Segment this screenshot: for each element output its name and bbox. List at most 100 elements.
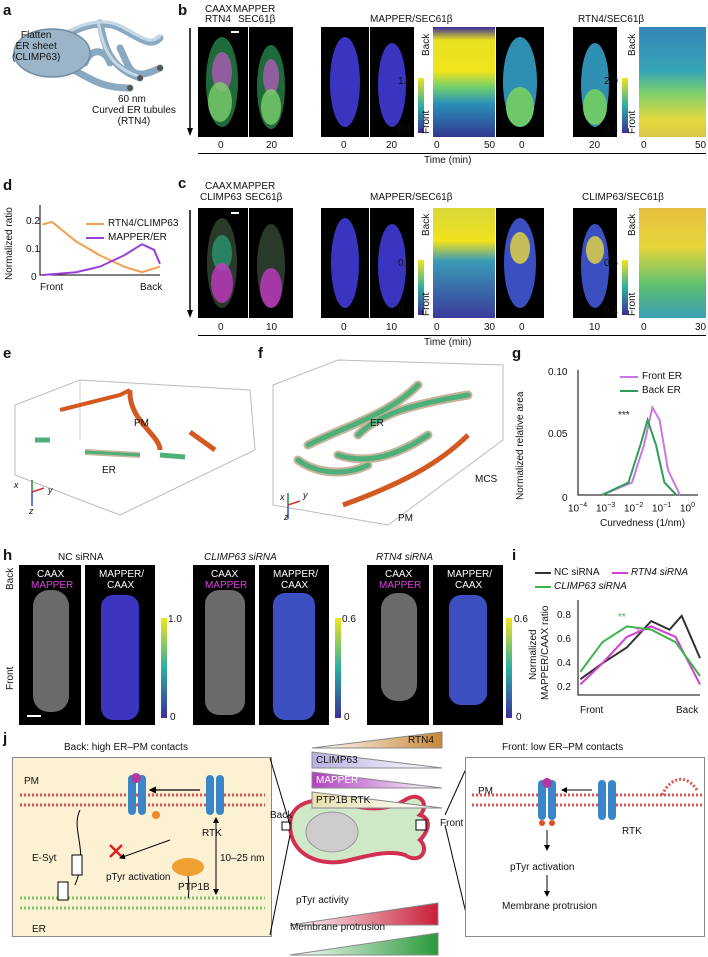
- b-t20: 20: [266, 140, 278, 151]
- d-legend-mapper: MAPPER/ER: [108, 232, 167, 243]
- j-back-pm: PM: [24, 776, 39, 787]
- d-legend-rtn4: RTN4/CLIMP63: [108, 218, 179, 229]
- b-time-axis-line: [198, 153, 706, 154]
- e-er-label: ER: [102, 465, 116, 476]
- b-t0-b: 0: [341, 140, 347, 151]
- j-front-membrane: [472, 777, 702, 897]
- i-ytick-04: 0.4: [557, 658, 571, 669]
- panel-label-d: d: [3, 177, 13, 194]
- h-cb-climp-min: 0: [344, 712, 350, 723]
- g-legend-front: Front ER: [642, 371, 683, 382]
- h-colorbar-rtn4: [506, 618, 512, 718]
- g-legend-back: Back ER: [642, 385, 681, 396]
- f-axis-y: y: [303, 490, 308, 500]
- i-legend-swatch-rtn4: [612, 572, 628, 574]
- c-cell-image-0: [198, 208, 248, 318]
- b-front-1: Front: [421, 110, 432, 134]
- b-ch-sec61: SEC61β: [238, 14, 276, 25]
- d-series-mapper-er: [42, 243, 161, 276]
- g-ytick-005: 0.05: [548, 429, 568, 440]
- j-ptp1b: PTP1B: [178, 882, 210, 893]
- b-back-1: Back: [421, 33, 432, 56]
- h-cond-nc: NC siRNA: [58, 552, 104, 563]
- b-mapper-ratio-0: [321, 27, 369, 137]
- b-k50: 50: [484, 140, 496, 151]
- g-ytick-010: 0.10: [548, 367, 568, 378]
- f-mcs-label: MCS: [475, 474, 498, 485]
- b-front-2: Front: [627, 110, 638, 134]
- h-climp-caax-label: CAAX: [211, 569, 239, 580]
- h-climp-ratio-image: MAPPER/ CAAX: [259, 565, 329, 725]
- e-axis-z: z: [29, 506, 34, 516]
- j-grad-mapper: MAPPER: [316, 775, 359, 786]
- c-front-1: Front: [421, 292, 432, 316]
- e-axis-y: y: [48, 485, 53, 495]
- h-cond-climp: CLIMP63 siRNA: [204, 552, 277, 563]
- panel-label-f: f: [258, 345, 263, 362]
- j-front-prot: Membrane protrusion: [502, 901, 598, 912]
- g-legend-swatch-back: [620, 390, 638, 392]
- c-ch-climp: CLIMP63: [200, 192, 242, 203]
- b-t20-c: 20: [589, 140, 601, 151]
- i-legend-swatch-nc: [535, 572, 551, 574]
- i-xtick-back: Back: [676, 705, 699, 716]
- c-climp-ratio-0: [496, 208, 544, 318]
- b-rtn4-ratio-0: [496, 27, 544, 137]
- h-colorbar-climp: [335, 618, 341, 718]
- panel-label-i: i: [512, 547, 517, 564]
- h-nc-mapper-label: MAPPER: [31, 580, 74, 591]
- g-legend-swatch-front: [620, 376, 638, 378]
- b-kymograph-rtn4: [639, 27, 706, 137]
- h-rtn4-mapper-label: MAPPER: [379, 580, 422, 591]
- j-front-rtk: RTK: [622, 826, 642, 837]
- b-k50-b: 50: [695, 140, 707, 151]
- c-kymograph-mapper: [433, 208, 495, 318]
- b-cell-image-20: [249, 27, 293, 137]
- panel-label-e: e: [3, 345, 12, 362]
- i-ytick-06: 0.6: [557, 634, 571, 645]
- f-pm-label: PM: [398, 513, 413, 524]
- c-title-mid: MAPPER/SEC61β: [370, 192, 453, 203]
- g-series-back-er: [601, 416, 678, 496]
- b-cb1-max: 1.0: [398, 76, 412, 87]
- g-xlabel: Curvedness (1/nm): [600, 518, 686, 529]
- b-back-2: Back: [627, 33, 638, 56]
- c-ch-mapper: MAPPER: [233, 181, 276, 192]
- b-title-mid: MAPPER/SEC61β: [370, 14, 453, 25]
- j-center-front: Front: [440, 818, 464, 829]
- c-cb1-max: 0.7: [398, 258, 412, 269]
- i-legend-nc: NC siRNA: [554, 567, 600, 578]
- d-ytick-02: 0.2: [26, 216, 40, 227]
- h-cb-rtn4-max: 0.6: [514, 614, 528, 625]
- e-pm-label: PM: [134, 418, 149, 429]
- c-ch-sec61: SEC61β: [245, 192, 283, 203]
- b-cell-image-0: [198, 27, 248, 137]
- c-k0: 0: [434, 322, 440, 333]
- b-cb2-max: 2.0: [604, 76, 618, 87]
- i-ytick-08: 0.8: [557, 610, 571, 621]
- d-legend-swatch-rtn4: [86, 223, 104, 225]
- f-er-label: ER: [370, 418, 384, 429]
- h-climp-ratio-label-2: CAAX: [281, 580, 309, 591]
- h-rtn4-caax-image: CAAX MAPPER: [367, 565, 429, 725]
- e-3d-render: [14, 379, 256, 516]
- g-xtick-4: 10−1: [652, 502, 672, 515]
- i-legend-rtn4: RTN4 siRNA: [631, 567, 689, 578]
- h-rtn4-ratio-image: MAPPER/ CAAX: [433, 565, 503, 725]
- d-ylabel: Normalized ratio: [4, 207, 15, 280]
- panel-label-g: g: [512, 345, 522, 362]
- h-rtn4-ratio-label-2: CAAX: [455, 580, 483, 591]
- g-xtick-1: 10−4: [568, 502, 588, 515]
- c-k30: 30: [484, 322, 496, 333]
- h-cb-nc-min: 0: [170, 712, 176, 723]
- b-title-right: RTN4/SEC61β: [578, 14, 645, 25]
- panel-label-a: a: [3, 2, 12, 19]
- h-front: Front: [5, 666, 16, 690]
- panel-label-b: b: [178, 2, 188, 19]
- j-esyt: E-Syt: [32, 853, 57, 864]
- h-colorbar-nc: [161, 618, 167, 718]
- c-k30-b: 30: [695, 322, 707, 333]
- j-gradient-wedges: [311, 731, 443, 809]
- h-nc-ratio-label-2: CAAX: [107, 580, 135, 591]
- b-cb1-min: 0.1: [398, 123, 412, 134]
